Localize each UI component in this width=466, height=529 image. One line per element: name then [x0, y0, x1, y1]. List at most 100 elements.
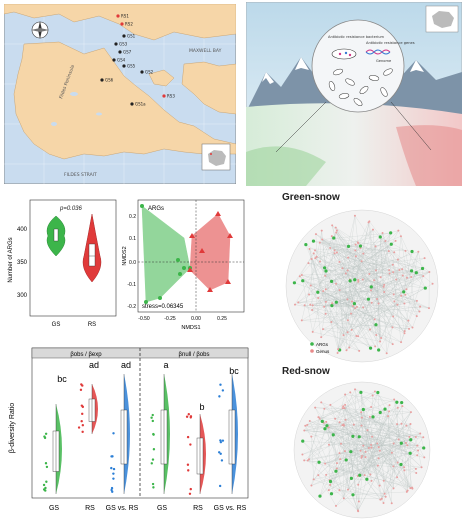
- network-node-genus: [404, 250, 406, 252]
- network-node-arg: [402, 290, 405, 293]
- network-node-genus: [334, 252, 336, 254]
- network-node-genus: [322, 290, 324, 292]
- network-node-genus: [402, 275, 404, 277]
- network-node-genus: [418, 311, 420, 313]
- network-node-genus: [358, 350, 360, 352]
- network-node-genus: [422, 275, 424, 277]
- network-node-arg: [329, 480, 332, 483]
- network-node-genus: [361, 417, 363, 419]
- network-node-genus: [377, 465, 379, 467]
- beta-facet-left: βobs / βexp: [70, 352, 102, 358]
- network-node-genus: [353, 424, 355, 426]
- network-node-arg: [312, 240, 315, 243]
- network-node-genus: [303, 430, 305, 432]
- network-node-genus: [400, 341, 402, 343]
- network-node-genus: [362, 445, 364, 447]
- map-site-marker: [122, 64, 125, 67]
- network-node-genus: [325, 301, 327, 303]
- network-node-genus: [336, 229, 338, 231]
- network-node-genus: [345, 273, 347, 275]
- network-node-arg: [351, 435, 354, 438]
- network-node-genus: [311, 258, 313, 260]
- network-node-genus: [400, 235, 402, 237]
- network-node-genus: [391, 452, 393, 454]
- network-node-arg: [358, 474, 361, 477]
- network-node-genus: [393, 251, 395, 253]
- network-node-genus: [325, 474, 327, 476]
- network-node-genus: [378, 302, 380, 304]
- illustration-panel: Antibiotic resistance bacterium Antibiot…: [246, 2, 462, 186]
- network-node-genus: [319, 242, 321, 244]
- network-node-genus: [384, 240, 386, 242]
- network-node-genus: [346, 298, 348, 300]
- network-node-genus: [397, 462, 399, 464]
- network-node-genus: [364, 456, 366, 458]
- network-node-genus: [303, 459, 305, 461]
- beta-point: [151, 462, 153, 464]
- network-node-arg: [379, 235, 382, 238]
- beta-point: [190, 415, 192, 417]
- beta-facet-right: βnull / βobs: [179, 352, 210, 358]
- network-node-genus: [328, 489, 330, 491]
- network-node-genus: [337, 352, 339, 354]
- network-node-genus: [357, 484, 359, 486]
- network-node-genus: [387, 415, 389, 417]
- network-node-genus: [370, 444, 372, 446]
- map-site-marker: [100, 78, 103, 81]
- network-node-arg: [349, 450, 352, 453]
- nmds-ytick: 0.1: [129, 236, 136, 242]
- network-node-genus: [347, 319, 349, 321]
- network-node-genus: [358, 500, 360, 502]
- network-node-genus: [376, 298, 378, 300]
- network-node-genus: [312, 331, 314, 333]
- network-node-genus: [345, 349, 347, 351]
- network-node-genus: [428, 307, 430, 309]
- network-node-genus: [347, 257, 349, 259]
- network-node-genus: [374, 345, 376, 347]
- network-node-genus: [396, 304, 398, 306]
- network-node-genus: [336, 468, 338, 470]
- bubble-label-arg: Antibiotic resistance genes: [366, 41, 415, 45]
- network-node-genus: [350, 313, 352, 315]
- network-node-genus: [323, 306, 325, 308]
- beta-point: [189, 493, 191, 495]
- network-node-genus: [380, 276, 382, 278]
- network-node-genus: [398, 269, 400, 271]
- network-node-genus: [416, 454, 418, 456]
- network-node-genus: [335, 231, 337, 233]
- beta-point: [81, 404, 83, 406]
- network-node-genus: [395, 278, 397, 280]
- network-node-genus: [310, 436, 312, 438]
- network-node-genus: [393, 293, 395, 295]
- network-node-genus: [391, 502, 393, 504]
- nmds-stress: stress=0.06345: [142, 304, 184, 310]
- network-node-genus: [388, 250, 390, 252]
- network-node-genus: [320, 401, 322, 403]
- nmds-xlabel: NMDS1: [181, 325, 200, 331]
- network-node-arg: [318, 495, 321, 498]
- network-node-genus: [308, 293, 310, 295]
- network-node-genus: [310, 285, 312, 287]
- beta-point: [43, 435, 45, 437]
- network-node-genus: [297, 301, 299, 303]
- network-node-genus: [388, 410, 390, 412]
- nmds-xtick: 0.25: [217, 316, 227, 322]
- network-node-arg: [323, 266, 326, 269]
- network-node-genus: [403, 466, 405, 468]
- network-node-genus: [315, 233, 317, 235]
- network-node-arg: [350, 477, 353, 480]
- network-node-genus: [379, 450, 381, 452]
- network-node-arg: [330, 492, 333, 495]
- network-node-genus: [339, 458, 341, 460]
- network-node-genus: [369, 329, 371, 331]
- map-site-marker: [118, 50, 121, 53]
- network-node-genus: [373, 279, 375, 281]
- network-node-arg: [334, 470, 337, 473]
- nmds-ytick: 0.2: [129, 214, 136, 220]
- network-node-genus: [331, 302, 333, 304]
- beta-point: [152, 420, 154, 422]
- network-node-genus: [370, 406, 372, 408]
- network-node-arg: [374, 323, 377, 326]
- network-node-genus: [301, 319, 303, 321]
